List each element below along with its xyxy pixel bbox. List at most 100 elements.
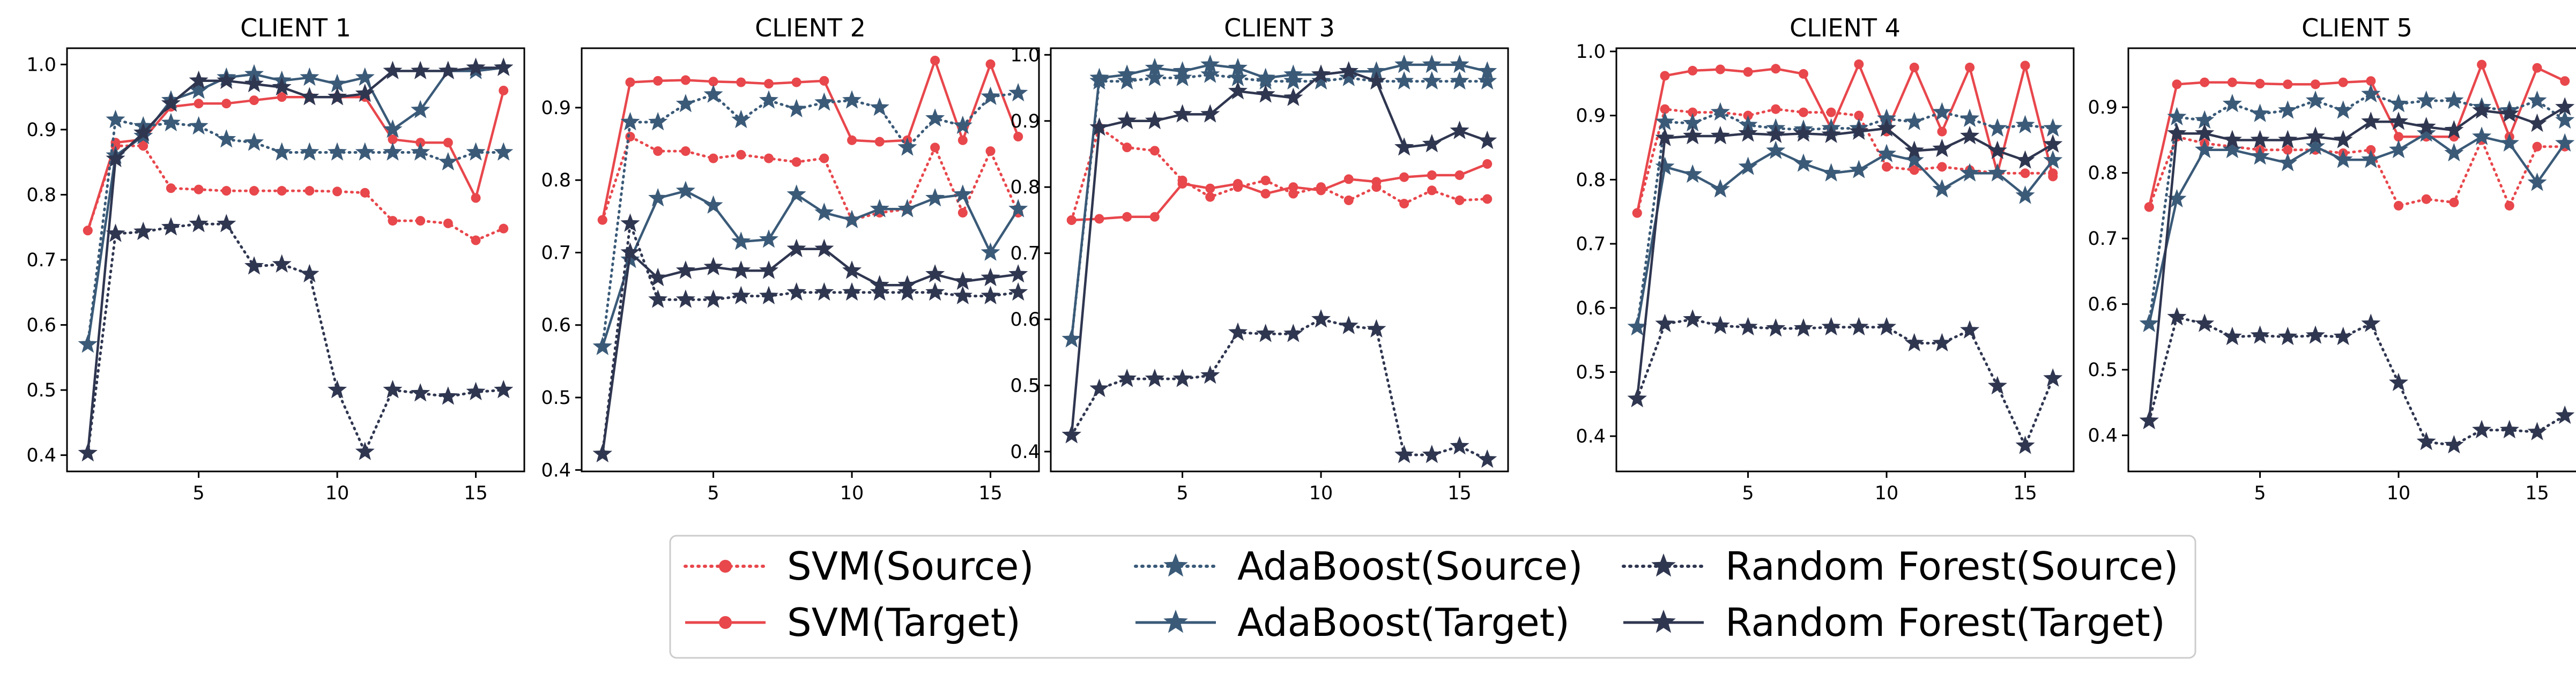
data-point xyxy=(83,226,93,236)
data-point xyxy=(870,275,889,294)
panel-client-1: CLIENT 1 5 10 15 0.4 0.5 0.6 0.7 0.8 0.9 1.0 xyxy=(26,13,525,504)
data-point xyxy=(1771,64,1781,74)
x-tick-label: 10 xyxy=(325,483,350,504)
x-tick-label: 10 xyxy=(2387,483,2411,504)
data-point xyxy=(1283,71,1303,90)
data-point xyxy=(1367,61,1386,80)
data-point xyxy=(2389,94,2409,112)
legend-label: Random Forest(Source) xyxy=(1725,544,2178,589)
data-point xyxy=(1172,369,1192,387)
data-point xyxy=(2333,100,2353,119)
data-point xyxy=(1965,62,1975,72)
series-adaboosttarget xyxy=(592,181,1028,355)
data-point xyxy=(217,129,236,148)
data-point xyxy=(1061,425,1081,444)
data-point xyxy=(592,336,612,355)
data-point xyxy=(1311,309,1331,328)
series-line xyxy=(2148,93,2566,325)
data-point xyxy=(763,79,774,89)
data-point xyxy=(2139,410,2159,430)
data-point xyxy=(328,73,347,93)
data-point xyxy=(1655,128,1675,146)
data-point xyxy=(78,334,98,353)
data-point xyxy=(814,238,834,258)
data-point xyxy=(1849,317,1869,336)
x-tick-label: 5 xyxy=(1176,483,1188,504)
data-point xyxy=(2361,313,2381,332)
x-tick-label: 15 xyxy=(1447,483,1472,504)
panel-title: CLIENT 3 xyxy=(1224,13,1335,42)
data-point xyxy=(1008,199,1028,218)
data-point xyxy=(2416,91,2436,109)
series-line xyxy=(86,118,505,346)
data-point xyxy=(355,67,375,86)
data-point xyxy=(1367,71,1386,90)
data-point xyxy=(2222,139,2242,159)
data-point xyxy=(249,186,259,196)
x-tick-label: 5 xyxy=(2254,483,2266,504)
series-line xyxy=(1636,149,2054,328)
data-point xyxy=(1228,58,1248,77)
data-point xyxy=(2472,419,2492,439)
series-random-forestsource xyxy=(592,213,1028,462)
data-point xyxy=(814,282,834,301)
y-tick-label: 0.5 xyxy=(1576,362,1606,383)
data-point xyxy=(985,59,996,69)
data-point xyxy=(648,112,668,131)
data-point xyxy=(1632,208,1642,218)
data-point xyxy=(1854,59,1864,69)
data-point xyxy=(1877,144,1897,162)
data-point xyxy=(985,146,996,156)
data-point xyxy=(1233,179,1243,189)
data-point xyxy=(1987,118,2007,137)
legend-label: AdaBoost(Source) xyxy=(1237,544,1583,589)
y-tick-label: 0.8 xyxy=(541,170,571,191)
x-tick-label: 5 xyxy=(707,483,719,504)
data-point xyxy=(763,153,774,163)
data-point xyxy=(981,286,1000,304)
data-point xyxy=(438,386,458,405)
data-point xyxy=(244,256,264,275)
data-point xyxy=(2020,61,2030,71)
data-point xyxy=(1960,320,1980,339)
y-tick-label: 1.0 xyxy=(1576,41,1606,63)
series-line xyxy=(86,222,505,455)
data-point xyxy=(1710,179,1730,198)
data-point xyxy=(1089,68,1109,86)
legend-item-adaboostsource: AdaBoost(Source) xyxy=(1134,544,1583,589)
data-point xyxy=(925,188,945,207)
data-point xyxy=(2444,91,2464,109)
data-point xyxy=(957,208,968,218)
data-point xyxy=(2278,100,2298,119)
data-point xyxy=(1766,124,1786,143)
data-point xyxy=(703,195,723,214)
y-tick-label: 0.5 xyxy=(26,380,56,401)
data-point xyxy=(2222,94,2242,112)
data-point xyxy=(1008,82,1028,102)
series-line xyxy=(1636,318,2054,447)
data-point xyxy=(2421,194,2431,204)
data-point xyxy=(194,184,204,194)
data-point xyxy=(1371,177,1382,187)
data-point xyxy=(106,148,125,167)
data-point xyxy=(2310,79,2320,89)
x-tick-label: 10 xyxy=(840,483,864,504)
data-point xyxy=(2305,136,2325,155)
data-point xyxy=(759,229,778,248)
data-point xyxy=(2283,79,2293,89)
data-point xyxy=(249,95,259,106)
data-point xyxy=(2167,107,2187,125)
data-point xyxy=(415,216,426,226)
data-point xyxy=(1710,126,1730,145)
data-point xyxy=(2195,123,2215,142)
data-point xyxy=(1122,212,1132,222)
series-line xyxy=(601,248,1019,454)
data-point xyxy=(953,271,973,290)
series-line xyxy=(1071,162,1488,222)
data-point xyxy=(1283,64,1303,83)
series-adaboostsource xyxy=(592,82,1028,355)
data-point xyxy=(1200,64,1220,83)
data-point xyxy=(244,64,264,82)
data-point xyxy=(1683,113,1703,132)
data-point xyxy=(675,94,695,112)
